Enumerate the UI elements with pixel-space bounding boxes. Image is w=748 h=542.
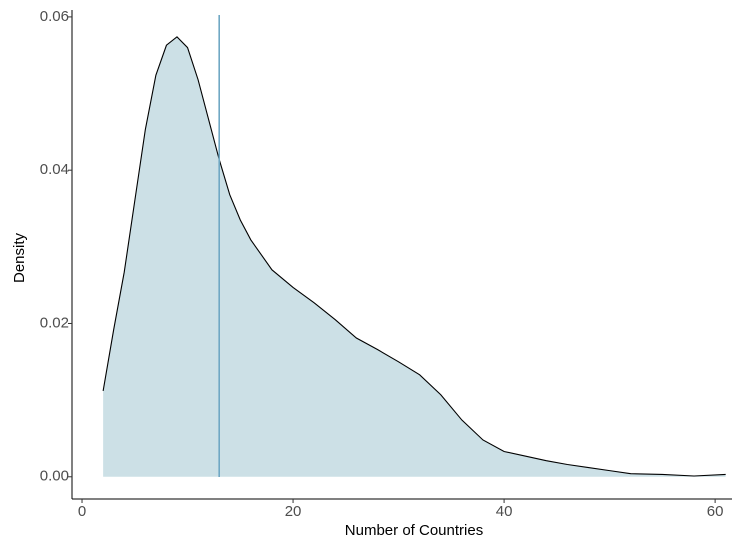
x-tick-label: 20 [285, 503, 302, 520]
y-tick-label: 0.00 [40, 468, 69, 485]
y-tick-label: 0.04 [40, 161, 69, 178]
density-area [103, 36, 726, 477]
y-tick-label: 0.02 [40, 314, 69, 331]
x-axis-title: Number of Countries [345, 522, 483, 539]
y-axis-title: Density [11, 232, 28, 283]
x-tick-label: 40 [496, 503, 513, 520]
x-tick-label: 60 [707, 503, 724, 520]
x-tick-label: 0 [78, 503, 86, 520]
y-tick-label: 0.06 [40, 8, 69, 25]
density-line [102, 36, 726, 477]
